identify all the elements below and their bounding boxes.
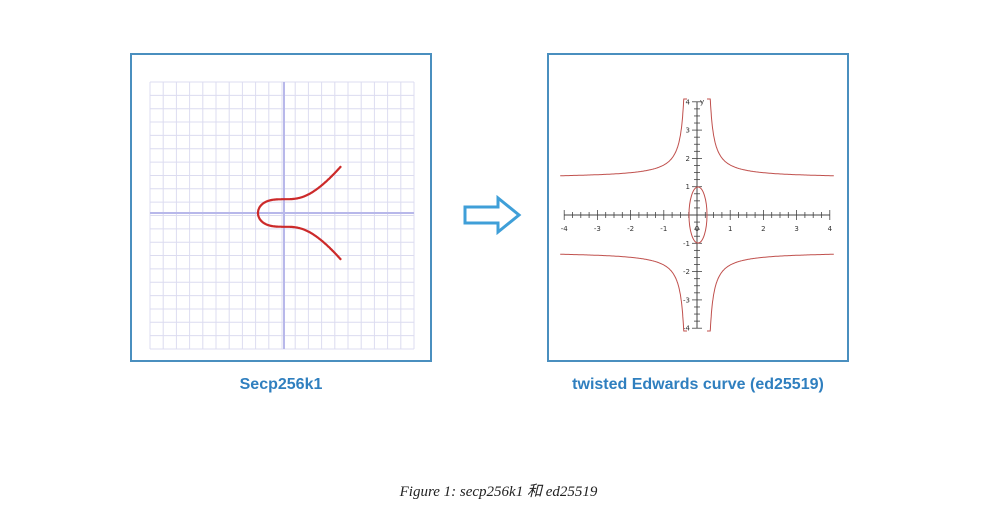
figure-caption: Figure 1: secp256k1 和 ed25519 xyxy=(399,484,598,500)
y-tick-label: 4 xyxy=(686,98,691,106)
y-axis-label: y xyxy=(700,98,704,106)
y-tick-label: 2 xyxy=(686,155,690,163)
secp256k1-curve xyxy=(256,165,342,261)
ed25519-label: twisted Edwards curve (ed25519) xyxy=(572,376,824,393)
x-tick-label: -2 xyxy=(627,225,634,233)
grid xyxy=(149,81,415,350)
secp256k1-curve-plot xyxy=(149,81,415,350)
x-tick-label: 3 xyxy=(794,225,798,233)
y-tick-label: -3 xyxy=(683,296,690,304)
curve-branch-lower-left xyxy=(560,253,687,332)
secp256k1-plot-panel xyxy=(130,53,432,362)
curve-branch-upper-left xyxy=(560,98,687,177)
secp256k1-label: Secp256k1 xyxy=(239,376,323,393)
x-tick-label: -4 xyxy=(561,225,569,233)
x-tick-label: -1 xyxy=(660,225,667,233)
x-tick-label: 4 xyxy=(828,225,833,233)
y-tick-label: -4 xyxy=(683,325,691,333)
y-tick-label: -2 xyxy=(683,268,690,276)
x-tick-label: -3 xyxy=(594,225,601,233)
y-tick-label: 1 xyxy=(686,183,690,191)
x-tick-label: 0 xyxy=(695,225,699,233)
x-tick-label: 1 xyxy=(728,225,732,233)
ed25519-plot-panel: -4 -3 -2 -1 0 1 2 3 4 4 3 2 1 -1 -2 -3 -4 y xyxy=(547,53,849,362)
y-tick-label: -1 xyxy=(683,240,690,248)
curve-branch-lower-right xyxy=(707,253,834,332)
right-arrow-icon xyxy=(462,194,524,240)
y-tick-label: 3 xyxy=(686,127,690,135)
x-tick-label: 2 xyxy=(761,225,765,233)
curve-central-oval xyxy=(688,186,708,244)
edwards-curve-plot: -4 -3 -2 -1 0 1 2 3 4 4 3 2 1 -1 -2 -3 -4 y xyxy=(560,98,834,333)
curve-branch-upper-right xyxy=(707,98,834,177)
